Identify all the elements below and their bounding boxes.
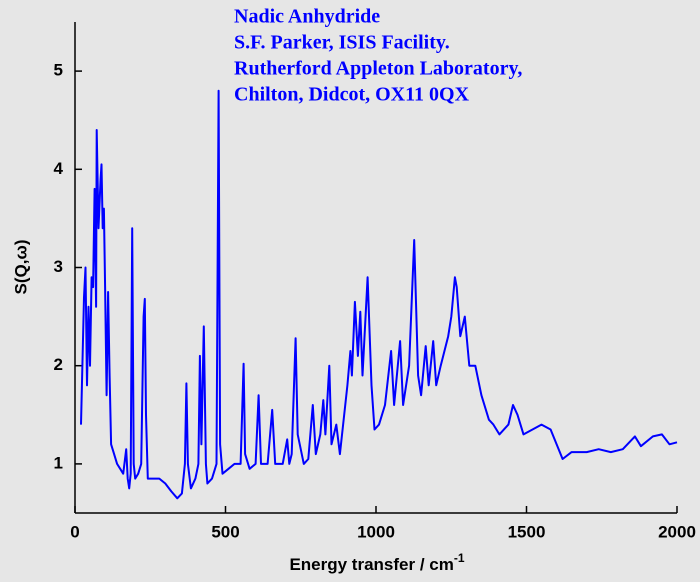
x-tick-label: 2000 [658, 522, 696, 541]
y-axis-label: S(Q,ω) [11, 240, 30, 295]
y-tick-label: 5 [54, 61, 63, 80]
annotation: Chilton, Didcot, OX11 0QX [234, 84, 470, 106]
x-tick-label: 1000 [357, 522, 395, 541]
y-tick-label: 2 [54, 355, 63, 374]
spectrum-line [80, 89, 678, 500]
annotation: Nadic Anhydride [234, 6, 380, 28]
x-axis-label: Energy transfer / cm-1 [289, 551, 464, 574]
y-tick-label: 4 [54, 159, 64, 178]
annotation: S.F. Parker, ISIS Facility. [234, 32, 450, 54]
x-tick-label: 500 [211, 522, 239, 541]
x-tick-label: 0 [70, 522, 79, 541]
x-tick-label: 1500 [508, 522, 546, 541]
y-tick-label: 1 [54, 453, 63, 472]
annotation: Rutherford Appleton Laboratory, [234, 58, 522, 80]
y-tick-label: 3 [54, 257, 63, 276]
